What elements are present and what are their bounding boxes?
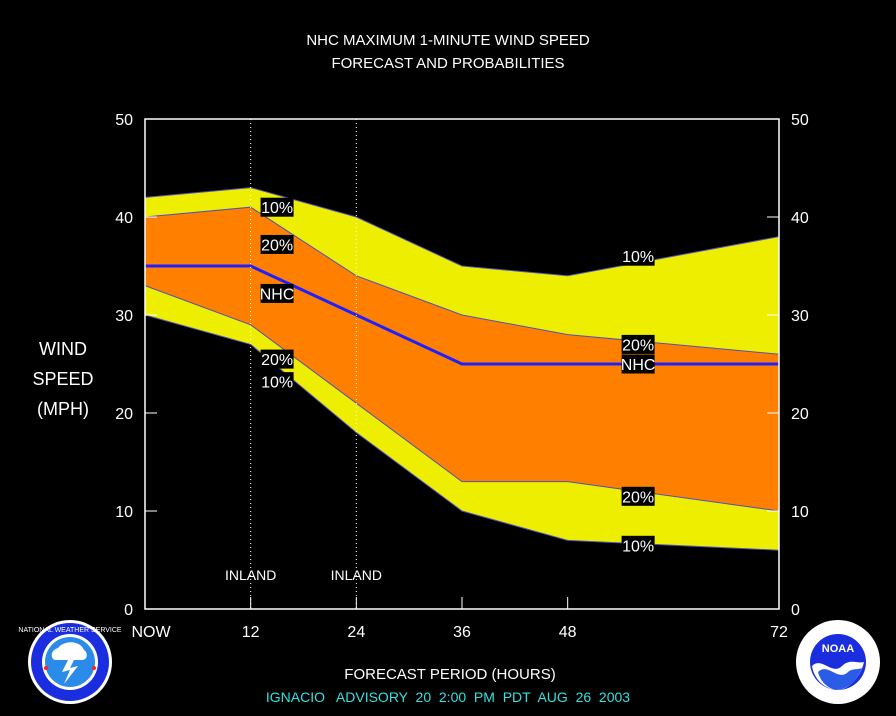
line-label: 10% <box>261 375 293 392</box>
y-tick-label-left: 40 <box>115 210 133 227</box>
noaa-logo-text: NOAA <box>822 643 854 655</box>
inland-annotation: INLAND <box>225 567 276 583</box>
x-tick-label: 72 <box>770 624 788 641</box>
line-label-box <box>621 246 655 266</box>
x-tick-label: 36 <box>453 624 471 641</box>
noaa-logo: NOAA <box>796 620 880 704</box>
line-label: 10% <box>261 200 293 217</box>
inner-probability-band <box>145 207 779 511</box>
line-label-box <box>260 349 294 369</box>
inland-annotations: INLAND INLAND <box>225 567 382 583</box>
y-axis-label-line: SPEED <box>32 369 93 389</box>
band-edge-line <box>144 285 780 512</box>
y-tick-label-right: 10 <box>791 504 809 521</box>
y-tick-label-left: 30 <box>115 308 133 325</box>
y-tick-label-right: 30 <box>791 308 809 325</box>
line-label-box <box>621 486 655 506</box>
chart-subtitle: FORECAST AND PROBABILITIES <box>331 55 564 72</box>
line-label-box <box>260 197 294 217</box>
line-label: 20% <box>261 352 293 369</box>
y-tick-label-right: 20 <box>791 406 809 423</box>
line-label: NHC <box>260 286 295 303</box>
band-edge-line <box>144 206 780 355</box>
line-label-box <box>621 535 655 555</box>
line-label: NHC <box>621 357 656 374</box>
x-tick-label: 48 <box>559 624 577 641</box>
national-weather-service-logo: NATIONAL WEATHER SERVICE <box>18 620 122 704</box>
line-label-box <box>621 334 655 354</box>
y-tick-label-right: 40 <box>791 210 809 227</box>
y-axis-label-line: (MPH) <box>37 399 89 419</box>
y-tick-label-left: 20 <box>115 406 133 423</box>
y-tick-label-left: 10 <box>115 504 133 521</box>
x-tick-label: 24 <box>347 624 365 641</box>
line-label-box <box>621 354 655 374</box>
y-tick-label-left: 50 <box>115 112 133 129</box>
y-axis-label-line: WIND <box>39 339 87 359</box>
line-label: 10% <box>622 249 654 266</box>
x-tick-label: NOW <box>131 624 171 641</box>
line-label-box <box>260 234 294 254</box>
line-label: 10% <box>622 538 654 555</box>
probability-bands <box>144 187 780 551</box>
x-axis-label: FORECAST PERIOD (HOURS) <box>344 666 555 683</box>
chart-title: NHC MAXIMUM 1-MINUTE WIND SPEED <box>306 32 590 49</box>
axis-ticks: 0 0 10 10 20 20 30 30 40 40 50 50 NOW 12 24 36 48 72 <box>115 112 809 641</box>
y-tick-label-right: 50 <box>791 112 809 129</box>
band-edge-line <box>144 314 780 551</box>
nhc-forecast-line <box>145 264 779 366</box>
y-axis-label: WIND SPEED (MPH) <box>32 339 93 419</box>
grid-lines <box>250 119 357 609</box>
line-label-box <box>260 372 294 392</box>
y-tick-label-left: 0 <box>124 602 133 619</box>
band-edge-line <box>144 187 780 277</box>
line-labels: 10% 20% NHC 20% 10% 10% 20% NHC 20% 10% <box>260 197 656 555</box>
nws-logo-text: NATIONAL WEATHER SERVICE <box>18 627 122 634</box>
inland-annotation: INLAND <box>331 567 382 583</box>
line-label: 20% <box>261 237 293 254</box>
x-tick-label: 12 <box>242 624 260 641</box>
line-label-box <box>260 283 294 303</box>
y-tick-label-right: 0 <box>791 602 800 619</box>
line-label: 20% <box>622 337 654 354</box>
line-label: 20% <box>622 489 654 506</box>
advisory-text: IGNACIO ADVISORY 20 2:00 PM PDT AUG 26 2… <box>266 689 630 705</box>
